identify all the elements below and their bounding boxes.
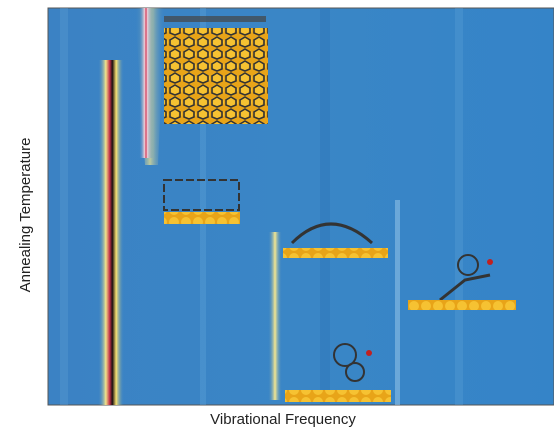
x-axis-label: Vibrational Frequency	[210, 411, 356, 428]
y-axis-label: Annealing Temperature	[17, 138, 34, 293]
figure: Vibrational Frequency Annealing Temperat…	[0, 0, 554, 433]
heatmap	[48, 8, 554, 405]
page: Vibrational Frequency Annealing Temperat…	[0, 0, 554, 433]
